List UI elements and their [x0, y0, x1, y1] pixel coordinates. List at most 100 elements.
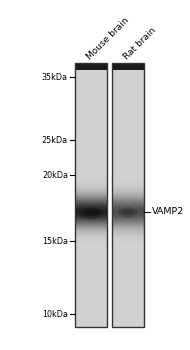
- Bar: [75, 188, 107, 189]
- Bar: [75, 172, 107, 173]
- Bar: [75, 67, 107, 68]
- Bar: [75, 190, 107, 191]
- Bar: [75, 300, 107, 301]
- Bar: [112, 116, 144, 117]
- Bar: [75, 157, 107, 158]
- Bar: [75, 326, 107, 327]
- Bar: [75, 267, 107, 268]
- Bar: [75, 209, 107, 210]
- Bar: [112, 260, 144, 261]
- Bar: [112, 167, 144, 168]
- Bar: [112, 82, 144, 83]
- Bar: [75, 145, 107, 146]
- Bar: [112, 277, 144, 278]
- Bar: [112, 76, 144, 77]
- Bar: [75, 130, 107, 131]
- Bar: [75, 125, 107, 126]
- Bar: [75, 295, 107, 296]
- Bar: [75, 214, 107, 215]
- Bar: [75, 231, 107, 232]
- Bar: [75, 304, 107, 305]
- Bar: [112, 229, 144, 230]
- Bar: [75, 276, 107, 277]
- Bar: [112, 97, 144, 98]
- Bar: [112, 154, 144, 155]
- Bar: [75, 152, 107, 153]
- Bar: [75, 117, 107, 118]
- Bar: [112, 233, 144, 234]
- Bar: [75, 239, 107, 240]
- Bar: [112, 211, 144, 212]
- Bar: [112, 238, 144, 239]
- Bar: [75, 264, 107, 265]
- Bar: [112, 279, 144, 280]
- Bar: [75, 212, 107, 213]
- Bar: [112, 103, 144, 104]
- Bar: [112, 276, 144, 277]
- Bar: [112, 88, 144, 89]
- Bar: [75, 289, 107, 290]
- Bar: [112, 69, 144, 70]
- Bar: [75, 197, 107, 198]
- Bar: [112, 231, 144, 232]
- Bar: [75, 101, 107, 102]
- Bar: [112, 63, 144, 70]
- Bar: [75, 151, 107, 152]
- Bar: [112, 318, 144, 319]
- Bar: [112, 224, 144, 225]
- Bar: [75, 156, 107, 157]
- Bar: [112, 251, 144, 252]
- Bar: [75, 155, 107, 156]
- Bar: [75, 210, 107, 211]
- Bar: [75, 105, 107, 106]
- Bar: [75, 179, 107, 180]
- Bar: [112, 267, 144, 268]
- Bar: [75, 273, 107, 274]
- Bar: [75, 315, 107, 316]
- Bar: [75, 86, 107, 87]
- Bar: [112, 94, 144, 95]
- Bar: [112, 197, 144, 198]
- Bar: [75, 175, 107, 176]
- Bar: [112, 243, 144, 244]
- Bar: [75, 324, 107, 325]
- Bar: [75, 133, 107, 134]
- Text: 35kDa: 35kDa: [42, 73, 68, 82]
- Bar: [112, 148, 144, 149]
- Bar: [112, 113, 144, 114]
- Bar: [112, 145, 144, 146]
- Bar: [112, 143, 144, 144]
- Bar: [112, 202, 144, 203]
- Bar: [112, 165, 144, 166]
- Bar: [112, 182, 144, 183]
- Bar: [112, 130, 144, 131]
- Bar: [112, 96, 144, 97]
- Bar: [112, 64, 144, 65]
- Bar: [112, 221, 144, 222]
- Bar: [112, 133, 144, 134]
- Bar: [75, 173, 107, 174]
- Bar: [75, 141, 107, 142]
- Bar: [112, 253, 144, 254]
- Bar: [112, 305, 144, 306]
- Bar: [112, 158, 144, 159]
- Bar: [112, 220, 144, 221]
- Bar: [112, 263, 144, 264]
- Bar: [112, 257, 144, 258]
- Bar: [75, 131, 107, 132]
- Bar: [112, 315, 144, 316]
- Bar: [75, 291, 107, 292]
- Bar: [112, 261, 144, 262]
- Bar: [75, 321, 107, 322]
- Bar: [112, 112, 144, 113]
- Bar: [75, 136, 107, 137]
- Bar: [112, 73, 144, 74]
- Bar: [112, 246, 144, 247]
- Bar: [75, 178, 107, 179]
- Bar: [75, 254, 107, 255]
- Bar: [112, 71, 144, 72]
- Bar: [112, 104, 144, 105]
- Bar: [75, 74, 107, 75]
- Bar: [112, 313, 144, 314]
- Bar: [75, 322, 107, 323]
